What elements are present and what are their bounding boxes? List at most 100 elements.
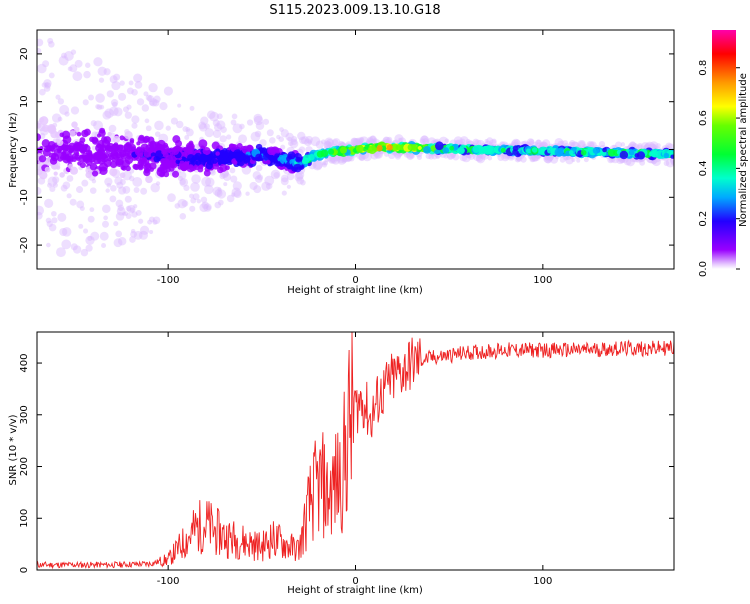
heatmap-cell (562, 140, 568, 146)
heatmap-cell (431, 153, 438, 160)
heatmap-cell (231, 192, 236, 197)
heatmap-cell (350, 137, 359, 147)
heatmap-cell (106, 90, 114, 98)
heatmap-cell (580, 149, 587, 156)
y-tick-label: -20 (19, 237, 30, 253)
heatmap-cell (99, 231, 109, 241)
heatmap-cell (185, 127, 191, 132)
colorbar-tick-label: 0.0 (698, 261, 709, 277)
heatmap-cell (55, 94, 61, 100)
heatmap-cell (531, 156, 536, 162)
heatmap-cell (476, 155, 484, 163)
heatmap-cell (257, 174, 264, 181)
heatmap-cell (529, 140, 534, 146)
heatmap-cell (454, 139, 461, 146)
heatmap-cell (533, 141, 539, 147)
heatmap-cell (231, 113, 238, 120)
heatmap-cell (625, 157, 635, 167)
heatmap-cell (90, 120, 97, 127)
heatmap-cell (201, 201, 209, 209)
heatmap-cell (358, 152, 366, 161)
heatmap-cell (213, 123, 223, 132)
heatmap-cell (198, 153, 208, 163)
heatmap-cell (287, 151, 296, 160)
heatmap-cell (598, 140, 606, 148)
heatmap-cell (39, 170, 48, 180)
heatmap-cell (295, 156, 302, 163)
heatmap-cell (137, 160, 145, 168)
heatmap-cell (210, 151, 217, 157)
heatmap-cell (321, 162, 328, 168)
heatmap-cell (294, 172, 304, 182)
heatmap-cell (198, 164, 204, 170)
heatmap-cell (115, 199, 124, 208)
heatmap-cell (629, 141, 636, 148)
heatmap-cell (459, 148, 465, 154)
heatmap-cell (152, 99, 160, 107)
heatmap-cell (42, 60, 50, 68)
heatmap-cell (150, 152, 156, 158)
heatmap-cell (37, 38, 44, 47)
heatmap-cell (323, 160, 329, 166)
heatmap-cell (76, 200, 85, 209)
heatmap-cell (565, 155, 574, 165)
heatmap-cell (102, 220, 109, 228)
heatmap-cell (447, 153, 454, 161)
heatmap-cell (66, 175, 74, 182)
heatmap-cell (103, 68, 111, 76)
heatmap-cell (409, 153, 415, 159)
heatmap-cell (459, 136, 469, 146)
heatmap-cell (61, 227, 72, 237)
heatmap-cell (536, 139, 541, 145)
heatmap-cell (37, 122, 42, 129)
heatmap-cell (96, 143, 102, 149)
heatmap-cell (190, 182, 200, 192)
heatmap-cell (264, 175, 275, 186)
heatmap-cell (69, 130, 76, 137)
heatmap-cell (419, 135, 430, 146)
colorbar: 0.0 0.2 0.4 0.6 0.8 Normalized spectral ampl… (698, 30, 749, 277)
heatmap-cell (123, 143, 131, 150)
heatmap-cell (145, 125, 152, 132)
heatmap-cell (559, 156, 566, 163)
heatmap-cell (54, 131, 61, 138)
heatmap-cell (108, 124, 117, 133)
heatmap-cell (107, 131, 112, 137)
heatmap-cell (47, 176, 58, 187)
heatmap-cell (138, 218, 144, 224)
heatmap-cell (56, 165, 61, 170)
y-tick-label: -10 (19, 189, 30, 205)
heatmap-cell (152, 219, 158, 225)
heatmap-cell (115, 230, 123, 238)
heatmap-cell (129, 207, 135, 213)
heatmap-cell (104, 108, 115, 119)
heatmap-cell (39, 88, 46, 96)
heatmap-cell (450, 153, 456, 159)
heatmap-cell (57, 212, 67, 222)
heatmap-cell (125, 213, 132, 220)
heatmap-cell (219, 135, 227, 143)
heatmap-cell (230, 175, 238, 183)
heatmap-cell (297, 131, 306, 141)
heatmap-cell (186, 154, 195, 162)
heatmap-cell (144, 162, 151, 169)
heatmap-cell (37, 211, 43, 220)
heatmap-cell (670, 157, 674, 165)
heatmap-cell (147, 95, 154, 103)
heatmap-cell (101, 139, 111, 148)
heatmap-cell (165, 125, 171, 131)
heatmap-cell (602, 147, 607, 153)
spectrogram-x-label: Height of straight line (km) (287, 285, 423, 296)
heatmap-cell (280, 129, 289, 138)
heatmap-cell (255, 153, 263, 162)
heatmap-cell (428, 154, 434, 160)
heatmap-cell (126, 87, 134, 95)
heatmap-cell (59, 104, 70, 115)
heatmap-cell (133, 204, 138, 209)
heatmap-cell (671, 161, 674, 166)
heatmap-cell (444, 138, 450, 143)
heatmap-cell (111, 81, 121, 91)
heatmap-cell (115, 156, 124, 166)
heatmap-cell (453, 136, 463, 146)
heatmap-cell (39, 116, 49, 125)
